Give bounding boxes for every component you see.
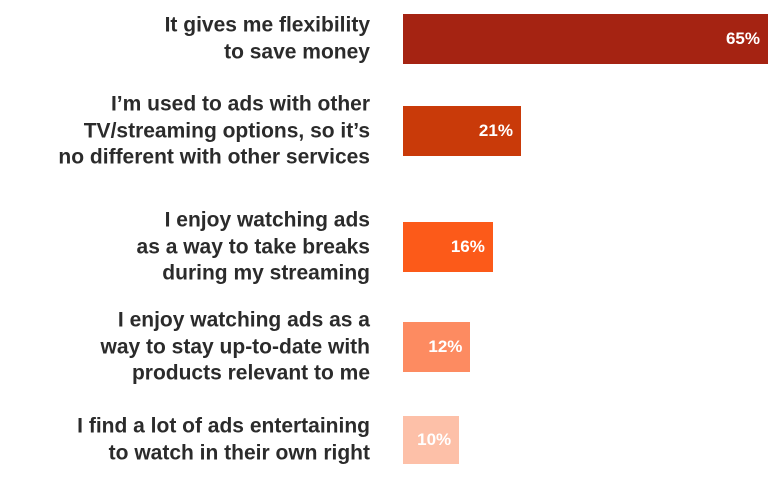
value-label: 10% xyxy=(417,430,452,449)
bar xyxy=(403,322,471,372)
bar xyxy=(403,14,768,64)
category-label: I enjoy watching ads as a way to stay up… xyxy=(100,308,370,385)
category-label: I enjoy watching ads as a way to take br… xyxy=(136,208,370,285)
value-label: 21% xyxy=(478,121,513,140)
category-label: I’m used to ads with other TV/streaming … xyxy=(58,92,370,169)
category-label: It gives me flexibility to save money xyxy=(164,13,370,64)
bar xyxy=(403,106,521,156)
category-label: I find a lot of ads entertaining to watc… xyxy=(77,414,370,465)
bar xyxy=(403,416,460,464)
value-label: 16% xyxy=(450,237,485,256)
value-label: 65% xyxy=(725,29,760,48)
bar xyxy=(403,222,493,272)
value-label: 12% xyxy=(428,337,463,356)
